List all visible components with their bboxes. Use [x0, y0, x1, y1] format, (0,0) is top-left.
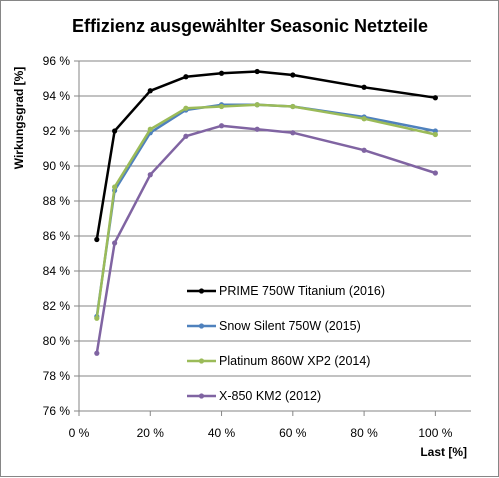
y-tick-label: 82 %	[43, 299, 71, 313]
x-tick-label: 0 %	[69, 426, 90, 440]
y-tick-label: 84 %	[43, 264, 71, 278]
data-point	[94, 315, 100, 321]
data-point	[218, 103, 225, 110]
y-tick-label: 90 %	[43, 159, 71, 173]
x-tick-label: 60 %	[279, 426, 307, 440]
y-tick-label: 88 %	[43, 194, 71, 208]
x-tick-label: 40 %	[208, 426, 236, 440]
data-point	[147, 126, 153, 132]
data-point	[112, 184, 118, 190]
legend-swatch-marker	[198, 358, 205, 364]
x-axis-title: Last [%]	[420, 445, 467, 459]
data-point	[361, 147, 367, 153]
legend-label: Platinum 860W XP2 (2014)	[219, 354, 370, 368]
legend-swatch-marker	[198, 288, 205, 294]
data-point	[432, 131, 438, 138]
y-tick-label: 94 %	[43, 89, 71, 103]
legend: PRIME 750W Titanium (2016) Snow Silent 75…	[187, 284, 385, 403]
legend-label: Snow Silent 750W (2015)	[219, 319, 361, 333]
x-tick-label: 100 %	[418, 426, 452, 440]
legend-item: PRIME 750W Titanium (2016)	[187, 284, 385, 298]
data-point	[432, 95, 438, 101]
y-tick-label: 92 %	[43, 124, 71, 138]
data-point	[183, 105, 189, 111]
legend-item: Snow Silent 750W (2015)	[187, 319, 361, 333]
tick-labels: 76 % 78 % 80 % 82 % 84 % 86 % 88 % 90 % 92 % 94 %…	[43, 54, 453, 440]
data-point	[94, 236, 100, 243]
data-point	[218, 70, 225, 76]
legend-item: X-850 KM2 (2012)	[187, 389, 321, 403]
legend-label: PRIME 750W Titanium (2016)	[219, 284, 385, 298]
y-tick-label: 96 %	[43, 54, 71, 68]
legend-label: X-850 KM2 (2012)	[219, 389, 321, 403]
y-tick-label: 80 %	[43, 334, 71, 348]
chart-title: Effizienz ausgewählter Seasonic Netzteil…	[72, 16, 428, 36]
series-3	[94, 102, 438, 321]
data-point	[147, 172, 153, 178]
legend-swatch-marker	[198, 323, 205, 329]
data-point	[183, 133, 189, 139]
data-point	[361, 84, 367, 90]
y-tick-label: 76 %	[43, 404, 71, 418]
legend-item: Platinum 860W XP2 (2014)	[187, 354, 370, 368]
data-point	[290, 103, 296, 110]
data-point	[183, 74, 189, 80]
series-4	[94, 123, 438, 356]
data-point	[254, 126, 260, 132]
y-axis-title: Wirkungsgrad [%]	[12, 67, 26, 170]
series-1	[94, 68, 438, 243]
data-point	[112, 240, 118, 246]
data-point	[112, 128, 118, 134]
data-point	[290, 130, 296, 136]
data-point	[94, 350, 100, 356]
data-point	[432, 170, 438, 176]
x-tick-label: 20 %	[137, 426, 165, 440]
x-tick-label: 80 %	[350, 426, 378, 440]
y-tick-label: 86 %	[43, 229, 71, 243]
data-point	[361, 116, 367, 122]
data-point	[147, 88, 153, 94]
y-tick-label: 78 %	[43, 369, 71, 383]
axes	[74, 60, 471, 416]
data-point	[254, 68, 260, 75]
data-point	[218, 123, 225, 129]
data-point	[290, 72, 296, 78]
legend-swatch-marker	[198, 393, 205, 399]
plot-series	[94, 68, 438, 356]
data-point	[254, 102, 260, 108]
